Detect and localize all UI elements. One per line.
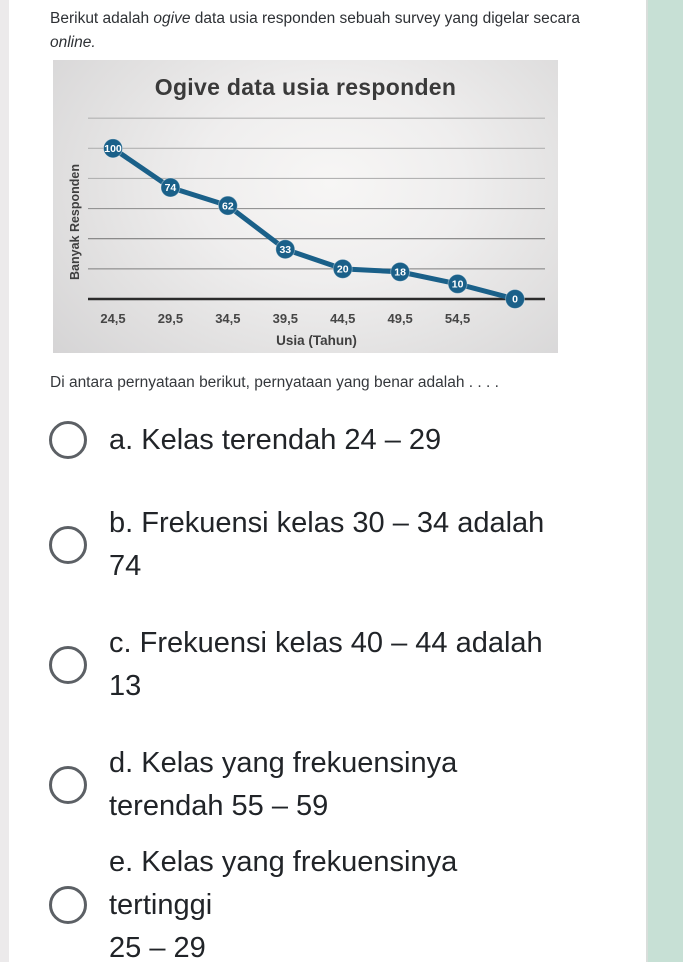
- left-gutter: [0, 0, 9, 962]
- svg-text:100: 100: [104, 143, 122, 155]
- chart-title: Ogive data usia responden: [154, 74, 457, 100]
- svg-text:39,5: 39,5: [273, 311, 298, 326]
- intro-part-ogive: ogive: [153, 10, 191, 27]
- svg-text:20: 20: [337, 264, 349, 276]
- answer-option-a[interactable]: a. Kelas terendah 24 – 29: [49, 416, 554, 464]
- intro-part-online: online.: [50, 33, 96, 51]
- right-accent-strip: [646, 0, 683, 962]
- intro-part-1: Berikut adalah: [50, 10, 154, 27]
- svg-text:10: 10: [452, 279, 464, 291]
- answer-option-d-label: d. Kelas yang frekuensinya terendah 55 –…: [109, 742, 554, 828]
- svg-text:62: 62: [222, 200, 234, 212]
- answer-option-b[interactable]: b. Frekuensi kelas 30 – 34 adalah 74: [49, 502, 554, 588]
- radio-button-c[interactable]: [49, 646, 87, 684]
- option-d-line2: terendah 55 – 59: [109, 790, 329, 822]
- answer-options-list: a. Kelas terendah 24 – 29 b. Frekuensi k…: [49, 416, 554, 962]
- radio-button-a[interactable]: [49, 421, 87, 459]
- svg-text:0: 0: [512, 294, 518, 306]
- question-prompt: Di antara pernyataan berikut, pernyataan…: [50, 374, 499, 391]
- option-a-line1: a. Kelas terendah 24 – 29: [109, 423, 442, 456]
- option-e-line2: 25 – 29: [109, 931, 206, 962]
- svg-text:Banyak Responden: Banyak Responden: [68, 164, 82, 280]
- answer-option-c-label: c. Frekuensi kelas 40 – 44 adalah 13: [109, 622, 554, 708]
- radio-button-d[interactable]: [49, 766, 87, 804]
- svg-text:34,5: 34,5: [215, 311, 240, 326]
- svg-text:18: 18: [394, 267, 406, 279]
- option-b-line1: b. Frekuensi kelas 30 – 34 adalah: [109, 507, 545, 539]
- answer-option-a-label: a. Kelas terendah 24 – 29: [109, 419, 554, 462]
- svg-text:Usia (Tahun): Usia (Tahun): [276, 333, 357, 348]
- ogive-chart-image: Ogive data usia responden 24,5 29,5 34,5 39…: [53, 60, 558, 353]
- svg-text:24,5: 24,5: [100, 311, 125, 326]
- radio-button-b[interactable]: [49, 526, 87, 564]
- svg-text:44,5: 44,5: [330, 311, 355, 326]
- svg-text:54,5: 54,5: [445, 311, 470, 326]
- svg-text:49,5: 49,5: [387, 311, 412, 326]
- question-intro-text: Berikut adalah ogive data usia responden…: [50, 7, 590, 54]
- answer-option-e-label: e. Kelas yang frekuensinya tertinggi 25 …: [109, 841, 554, 962]
- answer-option-d[interactable]: d. Kelas yang frekuensinya terendah 55 –…: [49, 742, 554, 828]
- option-c-line1: c. Frekuensi kelas 40 – 44 adalah: [109, 627, 543, 659]
- answer-option-b-label: b. Frekuensi kelas 30 – 34 adalah 74: [109, 502, 554, 588]
- svg-text:29,5: 29,5: [158, 311, 183, 326]
- option-b-line2: 74: [109, 550, 142, 582]
- option-d-line1: d. Kelas yang frekuensinya: [109, 747, 458, 779]
- ogive-chart-svg: 24,5 29,5 34,5 39,5 44,5 49,5 54,5 Usia (Tahun)…: [68, 117, 545, 348]
- svg-text:33: 33: [279, 244, 291, 256]
- svg-text:74: 74: [165, 182, 177, 194]
- option-e-line1: e. Kelas yang frekuensinya tertinggi: [109, 845, 458, 921]
- answer-option-c[interactable]: c. Frekuensi kelas 40 – 44 adalah 13: [49, 622, 554, 708]
- intro-part-3: data usia responden sebuah survey yang d…: [190, 10, 580, 27]
- radio-button-e[interactable]: [49, 886, 87, 924]
- option-c-line2: 13: [109, 670, 142, 702]
- answer-option-e[interactable]: e. Kelas yang frekuensinya tertinggi 25 …: [49, 846, 554, 962]
